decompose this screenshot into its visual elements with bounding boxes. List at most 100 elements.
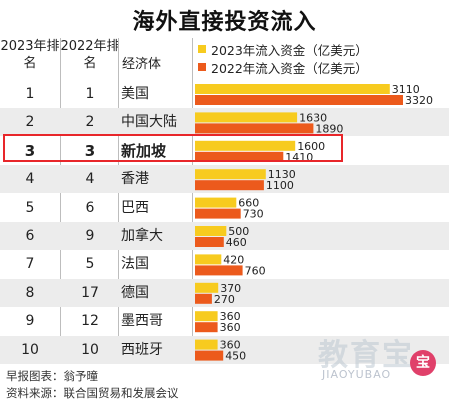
rank-2022-cell: 9 <box>85 228 95 244</box>
bar-2022 <box>195 265 243 276</box>
bar-2023 <box>195 112 298 123</box>
legend: 2023年流入资金（亿美元） 2022年流入资金（亿美元） <box>198 40 368 76</box>
rank-2022-cell: 4 <box>85 171 95 188</box>
legend-swatch-2022 <box>198 63 206 71</box>
data-label-2022: 360 <box>220 321 241 334</box>
data-label-2023: 370 <box>220 282 241 295</box>
rank-2023-cell: 10 <box>21 341 39 358</box>
footer-source: 资料来源：联合国贸易和发展会议 <box>6 386 179 400</box>
column-divider <box>60 38 61 364</box>
data-label-2023: 660 <box>238 197 259 210</box>
bar-2022 <box>195 350 224 361</box>
header-economy: 经济体 <box>122 57 162 72</box>
rank-2023-cell: 2 <box>25 114 35 131</box>
legend-item-2022: 2022年流入资金（亿美元） <box>198 58 368 76</box>
economy-label: 德国 <box>121 284 149 301</box>
footer: 早报图表：翁予曈 资料来源：联合国贸易和发展会议 <box>6 368 179 402</box>
table-row: 3 3 新加坡 <box>0 137 449 165</box>
table-row: 10 10 西班牙 <box>0 335 449 364</box>
table-row: 8 17 德国 <box>0 278 449 307</box>
economy-label: 新加坡 <box>121 141 167 160</box>
bar-2023 <box>195 339 218 350</box>
bar-2023 <box>195 226 227 236</box>
rank-2022-cell: 12 <box>81 313 99 330</box>
bar-2023 <box>195 84 390 94</box>
rank-2023-cell: 5 <box>25 199 35 216</box>
bar-2022 <box>195 95 403 105</box>
data-label-2023: 1130 <box>268 168 296 181</box>
bar-2022 <box>195 293 212 304</box>
data-label-2023: 1600 <box>297 140 325 153</box>
bar-2023 <box>195 140 296 151</box>
watermark-text: 教育宝 <box>318 338 414 373</box>
rank-2023-cell: 4 <box>25 171 35 188</box>
data-label-2022: 760 <box>245 264 266 277</box>
economy-label: 香港 <box>121 171 149 188</box>
bar-2023 <box>195 282 219 293</box>
highlight-frame <box>3 134 343 162</box>
column-divider <box>118 38 119 364</box>
bar-2023 <box>195 169 266 180</box>
economy-label: 中国大陆 <box>121 114 177 131</box>
economy-label: 法国 <box>121 256 149 273</box>
column-divider <box>192 38 193 364</box>
data-label-2023: 360 <box>220 310 241 323</box>
rank-2023-cell: 8 <box>25 284 35 301</box>
data-label-2022: 1890 <box>315 122 343 135</box>
table-row: 7 5 法国 <box>0 250 449 278</box>
data-label-2022: 460 <box>226 236 247 249</box>
data-label-2023: 3110 <box>392 83 420 96</box>
table-row: 9 12 墨西哥 <box>0 307 449 335</box>
rank-2022-cell: 3 <box>84 141 96 160</box>
data-label-2023: 420 <box>223 253 244 266</box>
bar-2023 <box>195 254 222 265</box>
watermark-badge-icon: 宝 <box>410 350 436 376</box>
rank-2023-cell: 3 <box>24 141 36 160</box>
header-rank-2022: 2022年排名 <box>60 39 120 71</box>
legend-swatch-2023 <box>198 45 206 53</box>
bar-2022 <box>195 180 264 191</box>
table-row: 5 6 巴西 <box>0 194 449 222</box>
rank-2023-cell: 6 <box>25 228 35 244</box>
data-label-2022: 1100 <box>266 179 294 192</box>
economy-label: 巴西 <box>121 199 149 216</box>
table-header: 2023年排名 2022年排名 经济体 <box>0 36 449 78</box>
data-label-2022: 3320 <box>405 94 433 107</box>
footer-credit: 早报图表：翁予曈 <box>6 369 98 383</box>
rank-2022-cell: 10 <box>81 341 99 358</box>
economy-label: 美国 <box>121 86 149 102</box>
data-label-2022: 730 <box>243 208 264 221</box>
economy-label: 西班牙 <box>121 341 163 358</box>
rank-2023-cell: 9 <box>25 313 35 330</box>
economy-label: 墨西哥 <box>121 313 163 330</box>
rank-2023-cell: 7 <box>25 256 35 273</box>
economy-label: 加拿大 <box>121 228 163 244</box>
watermark-logo: 教育宝 JIAOYUBAO 宝 <box>318 330 438 390</box>
data-label-2022: 270 <box>214 293 235 306</box>
bar-2022 <box>195 123 314 134</box>
legend-label-2023: 2023年流入资金（亿美元） <box>211 42 368 58</box>
rank-2022-cell: 6 <box>85 199 95 216</box>
data-label-2023: 360 <box>220 339 241 352</box>
rank-2022-cell: 1 <box>85 86 95 102</box>
rank-2022-cell: 2 <box>85 114 95 131</box>
data-label-2023: 500 <box>228 225 249 238</box>
header-rank-2023: 2023年排名 <box>0 39 60 71</box>
legend-label-2022: 2022年流入资金（亿美元） <box>211 60 368 76</box>
data-label-2023: 1630 <box>299 111 327 124</box>
bar-2022 <box>195 151 284 162</box>
legend-item-2023: 2023年流入资金（亿美元） <box>198 40 368 58</box>
data-label-2022: 450 <box>225 350 246 363</box>
bar-2023 <box>195 197 237 208</box>
bar-2022 <box>195 322 218 333</box>
rank-2023-cell: 1 <box>25 86 35 102</box>
bar-2022 <box>195 208 241 219</box>
rank-2022-cell: 5 <box>85 256 95 273</box>
chart-title: 海外直接投资流入 <box>132 10 317 35</box>
bar-2023 <box>195 311 218 322</box>
table-row: 1 1 美国 <box>0 80 449 108</box>
watermark-subtext: JIAOYUBAO <box>322 368 392 381</box>
rank-2022-cell: 17 <box>81 284 99 301</box>
bar-2022 <box>195 237 224 247</box>
